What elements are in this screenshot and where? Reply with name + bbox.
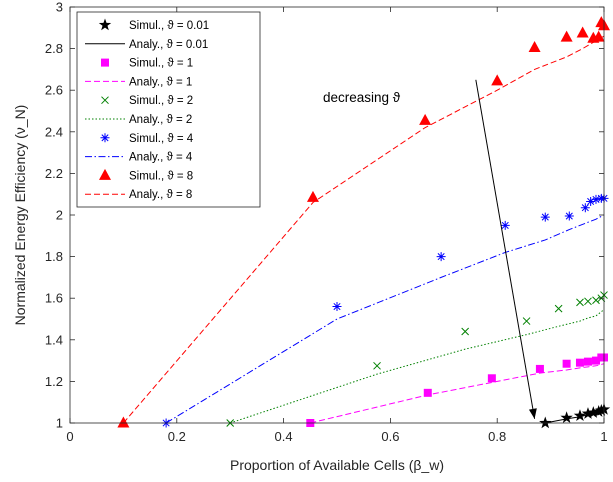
x-tick-label: 0.4 <box>275 429 293 444</box>
y-tick-label: 1.2 <box>45 374 63 389</box>
y-axis-label: Normalized Energy Efficiency (ν_N) <box>12 105 28 326</box>
y-tick-label: 2 <box>56 208 63 223</box>
legend-label-1: Analy., ϑ = 0.01 <box>129 39 208 51</box>
legend-marker-6 <box>100 133 110 143</box>
y-tick-label: 2.4 <box>45 124 63 139</box>
x-axis-label: Proportion of Available Cells (β_w) <box>230 457 444 473</box>
tick-layer: 0 0.2 0.4 0.6 0.8 1 1 1.2 1.4 1.6 1.8 2 2.2 2.4 2.6 2.8… <box>45 0 608 444</box>
data-point-s8-0 <box>117 416 130 428</box>
data-point-s2-2 <box>487 374 496 383</box>
annotation-arrowhead <box>528 408 537 419</box>
legend-label-8: Simul., ϑ = 8 <box>129 170 193 182</box>
y-tick-label: 2.8 <box>45 41 63 56</box>
data-point-s8-1 <box>306 190 319 202</box>
data-point-s0-0 <box>539 416 552 429</box>
x-tick-label: 0.6 <box>381 429 399 444</box>
data-point-s4-4 <box>554 304 563 313</box>
legend-label-9: Analy., ϑ = 8 <box>129 189 192 201</box>
legend-label-6: Simul., ϑ = 4 <box>129 133 194 145</box>
data-point-s2-1 <box>423 388 432 397</box>
series-line-5 <box>230 309 605 424</box>
legend-marker-8 <box>99 168 111 180</box>
data-point-s8-3 <box>491 74 504 86</box>
legend-marker-0 <box>98 18 112 31</box>
y-tick-label: 2.6 <box>45 83 63 98</box>
data-point-s4-2 <box>461 327 470 336</box>
series-line-3 <box>310 363 605 424</box>
data-point-s8-6 <box>576 26 589 38</box>
x-tick-label: 1 <box>600 429 607 444</box>
legend-label-5: Analy., ϑ = 2 <box>129 114 192 126</box>
y-tick-label: 1 <box>56 416 63 431</box>
annotation-text: decreasing ϑ <box>323 90 401 105</box>
legend-label-2: Simul., ϑ = 1 <box>129 58 193 70</box>
data-point-s0-3 <box>581 407 595 419</box>
legend-marker-2 <box>101 58 109 67</box>
annotation-arrow-line <box>475 79 536 419</box>
data-point-s0-1 <box>560 411 573 424</box>
data-point-s6-7 <box>586 196 596 206</box>
data-point-s6-2 <box>436 252 446 262</box>
data-point-s4-7 <box>592 296 600 305</box>
x-tick-label: 0.8 <box>488 429 506 444</box>
legend-label-0: Simul., ϑ = 0.01 <box>129 20 209 32</box>
legend-label-3: Analy., ϑ = 1 <box>129 76 192 88</box>
data-point-s4-3 <box>522 317 531 325</box>
data-point-s0-4 <box>587 406 600 418</box>
data-point-s8-5 <box>560 30 573 42</box>
data-point-s2-5 <box>575 358 584 367</box>
legend-label-7: Analy., ϑ = 4 <box>129 152 193 164</box>
series-line-9 <box>123 35 605 424</box>
data-point-s6-4 <box>540 212 550 222</box>
data-point-s8-8 <box>592 30 605 42</box>
annotation-layer: decreasing ϑ <box>323 79 537 419</box>
x-tick-label: 0.2 <box>168 429 186 444</box>
data-point-s0-2 <box>573 409 587 421</box>
y-tick-label: 1.6 <box>45 291 63 306</box>
data-point-s4-1 <box>373 361 381 370</box>
data-point-s2-7 <box>591 356 600 365</box>
data-point-s2-3 <box>535 364 544 373</box>
x-tick-label: 0 <box>66 429 73 444</box>
data-point-s6-1 <box>332 302 342 312</box>
data-point-s6-6 <box>580 203 590 213</box>
data-point-s2-4 <box>562 359 571 368</box>
y-tick-label: 3 <box>56 0 63 15</box>
data-point-s4-5 <box>576 298 584 307</box>
series-layer <box>117 16 611 429</box>
y-tick-label: 1.4 <box>45 332 63 347</box>
series-line-7 <box>165 214 605 424</box>
legend-label-4: Simul., ϑ = 2 <box>129 95 193 107</box>
y-tick-label: 2.2 <box>45 166 63 181</box>
data-point-s2-6 <box>583 357 592 366</box>
y-tick-label: 1.8 <box>45 249 63 264</box>
data-point-s6-8 <box>591 194 601 204</box>
data-point-s6-3 <box>500 220 510 230</box>
data-point-s4-6 <box>584 297 592 306</box>
legend-marker-4 <box>101 96 109 105</box>
data-point-s8-2 <box>419 113 432 125</box>
data-point-s8-4 <box>528 41 541 53</box>
legend: Simul., ϑ = 0.01 Analy., ϑ = 0.01 Simul., … <box>76 11 261 208</box>
data-point-s6-5 <box>564 211 574 221</box>
